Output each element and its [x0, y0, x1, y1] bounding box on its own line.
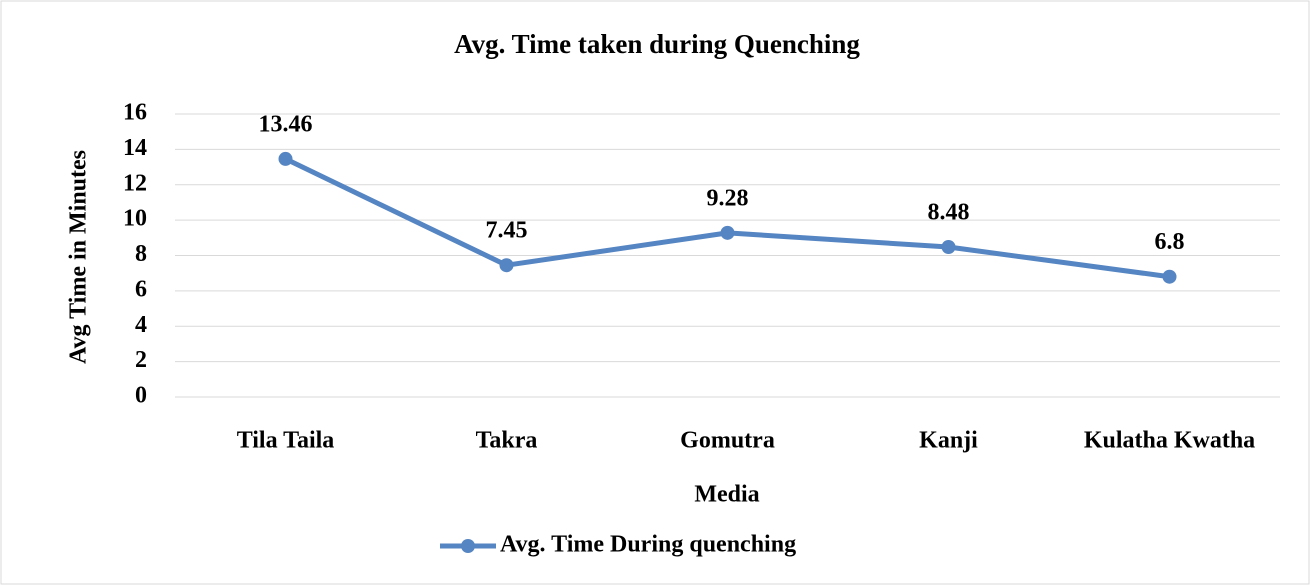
data-point [1162, 269, 1177, 284]
chart-title: Avg. Time taken during Quenching [454, 29, 860, 59]
x-tick-label: Kulatha Kwatha [1084, 428, 1255, 454]
x-tick-label: Kanji [919, 428, 978, 454]
x-tick-label: Takra [476, 428, 538, 454]
x-tick-label: Tila Taila [237, 428, 335, 454]
y-axis-label: Avg Time in Minutes [66, 150, 92, 364]
data-point [499, 258, 514, 273]
y-tick-label: 10 [123, 206, 147, 232]
y-tick-label: 0 [135, 383, 147, 409]
y-tick-label: 14 [123, 135, 147, 161]
data-point [720, 225, 735, 240]
y-tick-label: 16 [123, 100, 147, 126]
y-tick-label: 8 [135, 241, 147, 267]
data-point [278, 151, 293, 166]
x-axis-label: Media [694, 482, 759, 508]
legend-label: Avg. Time During quenching [500, 532, 796, 558]
legend-marker [461, 539, 475, 553]
data-label: 7.45 [486, 218, 528, 244]
y-tick-label: 4 [135, 312, 147, 338]
data-label: 9.28 [707, 185, 749, 211]
data-label: 13.46 [259, 111, 313, 137]
y-tick-label: 12 [123, 170, 147, 196]
data-point [941, 240, 956, 255]
data-label: 8.48 [928, 200, 970, 226]
y-tick-label: 6 [135, 276, 147, 302]
data-label: 6.8 [1155, 229, 1185, 255]
y-tick-label: 2 [135, 347, 147, 373]
x-tick-label: Gomutra [680, 428, 775, 454]
